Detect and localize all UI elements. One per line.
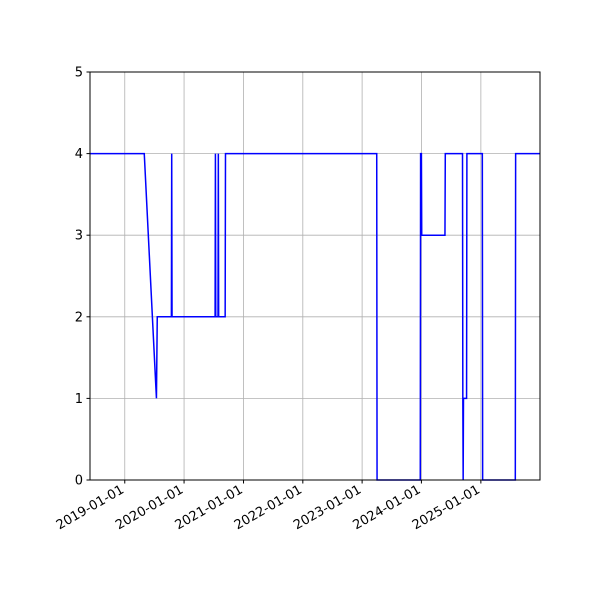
y-tick-label: 2 [75,310,83,325]
y-tick-label: 0 [75,474,83,489]
y-tick-label: 5 [75,66,83,81]
y-tick-label: 3 [75,229,83,244]
y-tick-label: 1 [75,392,83,407]
plot-area [90,72,540,480]
plot-frame [89,71,541,481]
y-tick-label: 4 [75,147,83,162]
y-axis-ticks: 0 1 2 3 4 5 [75,66,90,489]
